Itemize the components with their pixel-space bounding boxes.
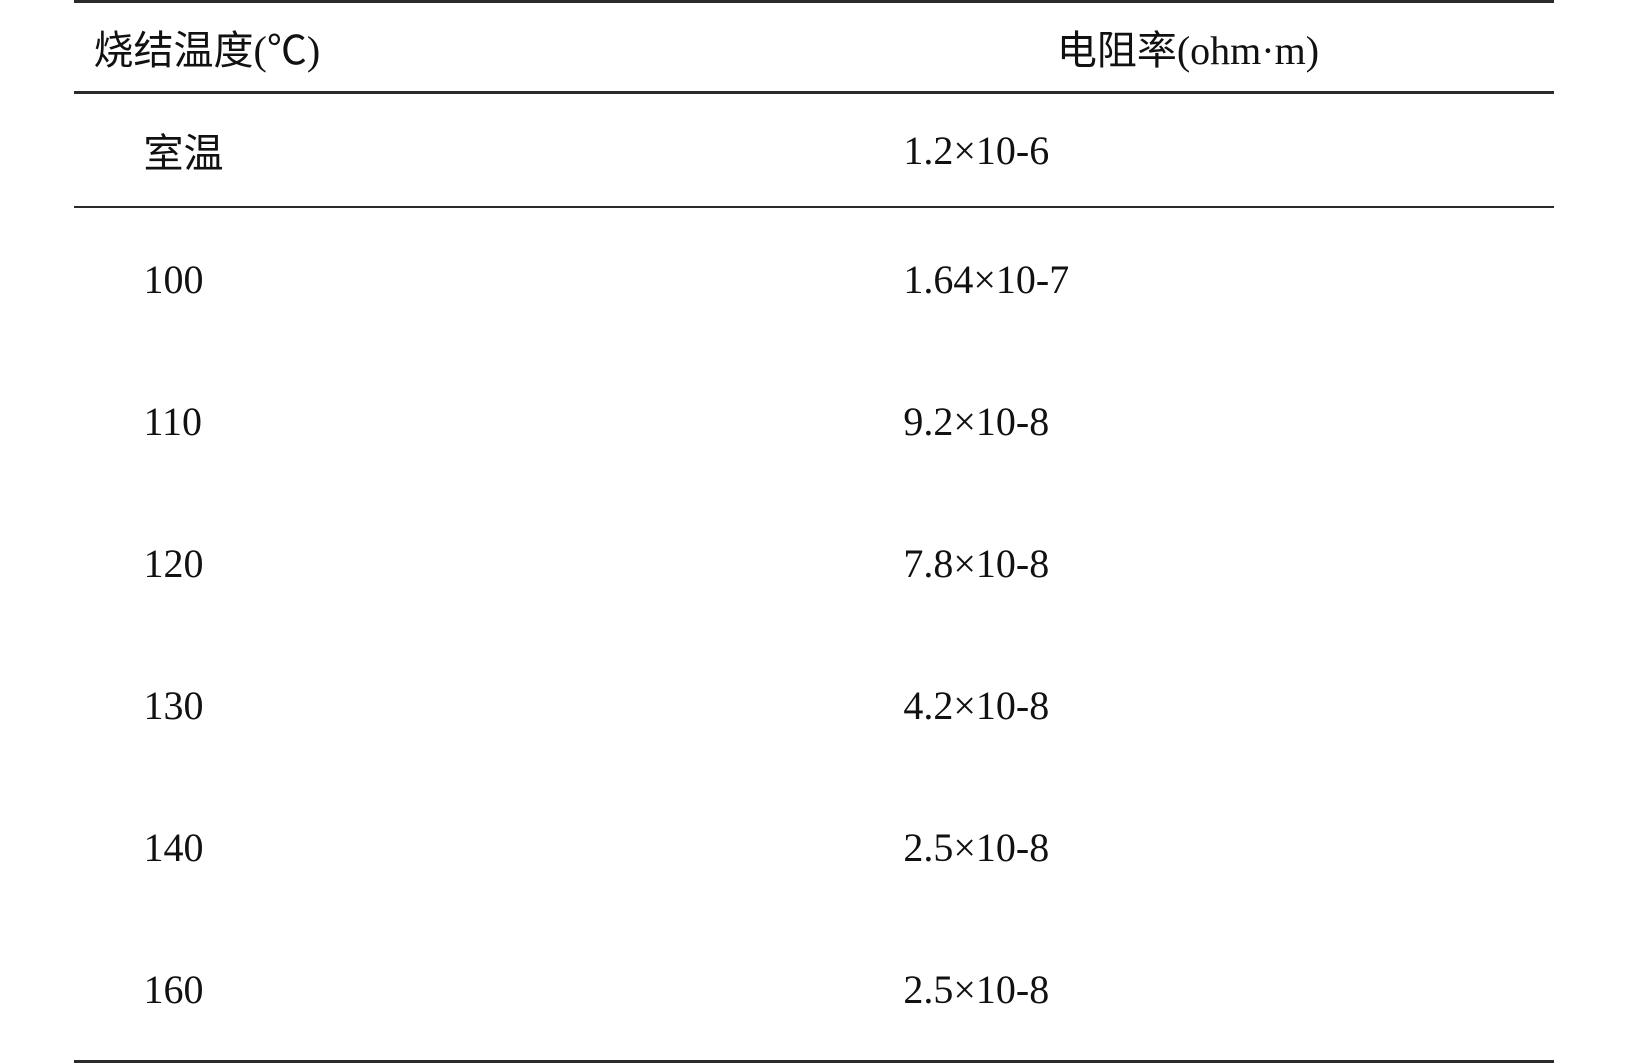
- resistivity-table: 烧结温度(℃) 电阻率(ohm·m) 室温 1.2×10-6 100 1.64×…: [74, 0, 1554, 1063]
- table-row: 160 2.5×10-8: [74, 918, 1554, 1062]
- table-row: 130 4.2×10-8: [74, 634, 1554, 776]
- cell-resistivity: 7.8×10-8: [823, 492, 1553, 634]
- cell-temperature: 110: [74, 350, 824, 492]
- table-row: 140 2.5×10-8: [74, 776, 1554, 918]
- cell-resistivity: 9.2×10-8: [823, 350, 1553, 492]
- cell-temperature: 120: [74, 492, 824, 634]
- cell-temperature: 160: [74, 918, 824, 1062]
- cell-temperature: 室温: [74, 93, 824, 208]
- cell-resistivity: 2.5×10-8: [823, 918, 1553, 1062]
- table-row: 100 1.64×10-7: [74, 207, 1554, 350]
- table-header-row: 烧结温度(℃) 电阻率(ohm·m): [74, 2, 1554, 93]
- cell-temperature: 130: [74, 634, 824, 776]
- cell-temperature: 140: [74, 776, 824, 918]
- table-row: 室温 1.2×10-6: [74, 93, 1554, 208]
- table-row: 110 9.2×10-8: [74, 350, 1554, 492]
- col-header-resistivity: 电阻率(ohm·m): [823, 2, 1553, 93]
- col-header-temperature: 烧结温度(℃): [74, 2, 824, 93]
- resistivity-table-container: 烧结温度(℃) 电阻率(ohm·m) 室温 1.2×10-6 100 1.64×…: [74, 0, 1554, 1063]
- cell-resistivity: 1.64×10-7: [823, 207, 1553, 350]
- cell-temperature: 100: [74, 207, 824, 350]
- cell-resistivity: 4.2×10-8: [823, 634, 1553, 776]
- table-row: 120 7.8×10-8: [74, 492, 1554, 634]
- cell-resistivity: 1.2×10-6: [823, 93, 1553, 208]
- cell-resistivity: 2.5×10-8: [823, 776, 1553, 918]
